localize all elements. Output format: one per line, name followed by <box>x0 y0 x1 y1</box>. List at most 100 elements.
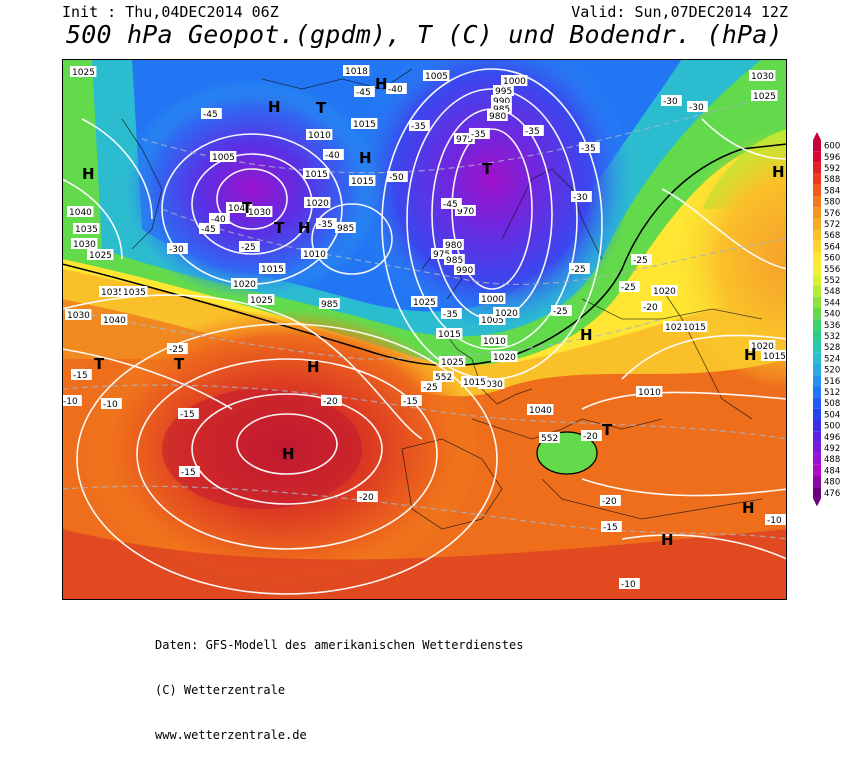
isobar-label: 1020 <box>653 287 676 297</box>
isotherm-label-bg <box>523 125 544 136</box>
valid-time: Valid: Sun,07DEC2014 12Z <box>571 3 788 21</box>
colorbar-label: 556 <box>824 265 840 275</box>
colorbar-swatch <box>813 476 821 488</box>
isotherm-label-bg <box>401 395 422 406</box>
isotherm-label-bg <box>321 395 342 406</box>
isobar-label: 1005 <box>481 316 504 326</box>
isobar-label: 1040 <box>228 204 251 214</box>
isobar-label-bg <box>301 248 328 259</box>
isobar-label: 1015 <box>438 330 461 340</box>
isobar-label: 990 <box>456 266 473 276</box>
colorbar-swatch <box>813 408 821 420</box>
isobar-label-bg <box>351 118 378 129</box>
credit-copyright: (C) Wetterzentrale <box>155 683 286 697</box>
colorbar-label: 572 <box>824 220 840 230</box>
isobar-label: 1015 <box>683 323 706 333</box>
isotherm-label-bg <box>765 514 786 525</box>
isotherm-label-bg <box>469 128 490 139</box>
colorbar-swatch <box>813 308 821 320</box>
isotherm-label-bg <box>386 83 407 94</box>
isotherm-label: -30 <box>573 193 588 203</box>
isotherm-label: -45 <box>443 200 458 210</box>
isobar-label-bg <box>443 239 464 250</box>
isotherm-label-bg <box>71 369 92 380</box>
isotherm-label: -20 <box>323 397 338 407</box>
isobar-label-bg <box>491 95 512 106</box>
colorbar-label: 560 <box>824 254 840 264</box>
isobar-label: 1040 <box>529 406 552 416</box>
colorbar-label: 580 <box>824 198 840 208</box>
isobar-label: 1010 <box>308 131 331 141</box>
isotherm-label: -35 <box>318 220 333 230</box>
isobar-label: 1020 <box>233 280 256 290</box>
isotherm-label-bg <box>569 263 590 274</box>
isobar-label-bg <box>121 286 148 297</box>
isobar-label-bg <box>259 263 286 274</box>
colorbar-swatch <box>813 196 821 208</box>
geopotential-label-bg <box>433 371 454 382</box>
colorbar-swatch <box>813 487 821 499</box>
isobar-label-bg <box>335 222 356 233</box>
isotherm-label: -45 <box>203 110 218 120</box>
isobar-label-bg <box>455 205 476 216</box>
isotherm-label-bg <box>441 198 462 209</box>
isobar-label: 1015 <box>261 265 284 275</box>
isobar-label-bg <box>411 296 438 307</box>
low-pressure-marker: T <box>94 355 105 373</box>
colorbar-swatch <box>813 330 821 342</box>
isobar-label-bg <box>749 340 776 351</box>
isobar-label-bg <box>423 70 450 81</box>
colorbar-swatch <box>813 352 821 364</box>
isobar-label-bg <box>461 376 488 387</box>
isotherm-label: -20 <box>583 432 598 442</box>
colorbar-swatch <box>813 240 821 252</box>
isobar-label-bg <box>491 351 518 362</box>
isobar-label: 1018 <box>345 67 368 77</box>
isotherm-label-bg <box>441 308 462 319</box>
low-pressure-marker: T <box>602 421 613 439</box>
isotherm-label: -10 <box>621 580 636 590</box>
low-pressure-marker: T <box>482 160 493 178</box>
colorbar-swatch <box>813 397 821 409</box>
high-pressure-marker: H <box>661 531 674 549</box>
isobar-label: 1030 <box>480 380 503 390</box>
isobar-label: 1010 <box>303 250 326 260</box>
high-pressure-marker: H <box>268 98 281 116</box>
colorbar-label: 532 <box>824 332 840 342</box>
colorbar-bottom-arrow <box>813 498 821 507</box>
isotherm-label-bg <box>551 305 572 316</box>
isobar-label-bg <box>749 70 776 81</box>
isotherm-label-bg <box>178 408 199 419</box>
colorbar-swatch <box>813 263 821 275</box>
isotherm-label-bg <box>571 191 592 202</box>
isotherm-label: -20 <box>643 303 658 313</box>
colorbar-swatch <box>813 229 821 241</box>
isotherm-label: -40 <box>388 85 403 95</box>
colorbar-swatch <box>813 364 821 376</box>
isotherm-label: -35 <box>525 127 540 137</box>
isobar-label-bg <box>248 294 275 305</box>
geopotential-label: 552 <box>435 373 452 383</box>
credit-website[interactable]: www.wetterzentrale.de <box>155 728 307 742</box>
isotherm-label: -35 <box>443 310 458 320</box>
isobar-label: 980 <box>489 112 506 122</box>
isotherm-label: -35 <box>471 130 486 140</box>
colorbar-label: 528 <box>824 343 840 353</box>
isobar-label-bg <box>304 197 331 208</box>
colorbar-swatch <box>813 375 821 387</box>
isobar-label-bg <box>343 65 370 76</box>
isotherm-label: -30 <box>689 103 704 113</box>
isobar-label: 1025 <box>89 251 112 261</box>
isobar-label-bg <box>479 293 506 304</box>
isobar-label-bg <box>73 223 100 234</box>
isotherm-label-bg <box>239 241 260 252</box>
isobar-label: 1025 <box>250 296 273 306</box>
colorbar-swatch <box>813 140 821 152</box>
geopotential-label-bg <box>539 432 560 443</box>
colorbar-label: 476 <box>824 489 840 499</box>
isobar-label-bg <box>479 314 506 325</box>
isotherm-label-bg <box>619 578 640 589</box>
isobar-label: 1015 <box>763 352 786 362</box>
isotherm-label: -15 <box>180 410 195 420</box>
isotherm-label-bg <box>600 495 621 506</box>
